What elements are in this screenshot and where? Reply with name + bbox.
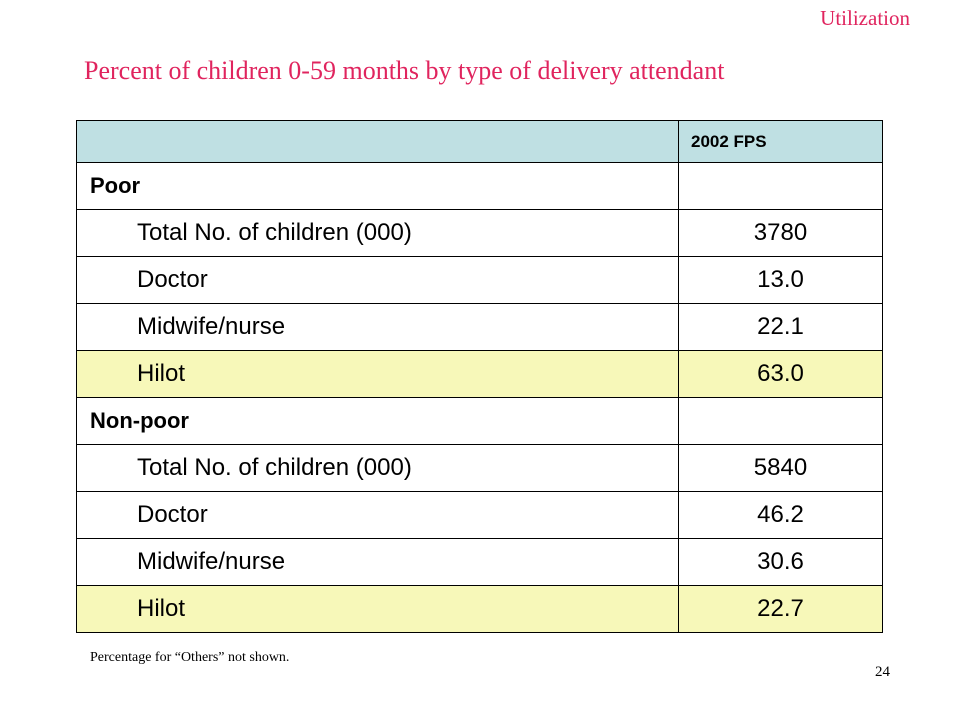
row-value-cell: 22.1 xyxy=(678,303,883,351)
row-value-cell: 3780 xyxy=(678,209,883,257)
table-row: Total No. of children (000) 5840 xyxy=(76,444,883,492)
table-row: Non-poor xyxy=(76,397,883,445)
table-row: Midwife/nurse 22.1 xyxy=(76,303,883,351)
row-label-cell: Doctor xyxy=(76,256,679,304)
row-value-cell: 13.0 xyxy=(678,256,883,304)
table-row: Hilot 63.0 xyxy=(76,350,883,398)
row-value-cell xyxy=(678,397,883,445)
row-value-cell: 5840 xyxy=(678,444,883,492)
row-label-cell: Hilot xyxy=(76,350,679,398)
header-label-cell xyxy=(76,120,679,163)
table-row: Midwife/nurse 30.6 xyxy=(76,538,883,586)
row-label-cell: Total No. of children (000) xyxy=(76,444,679,492)
row-value-cell: 46.2 xyxy=(678,491,883,539)
row-label-cell: Midwife/nurse xyxy=(76,538,679,586)
table-row: Doctor 46.2 xyxy=(76,491,883,539)
header-value-cell: 2002 FPS xyxy=(678,120,883,163)
table-row: Hilot 22.7 xyxy=(76,585,883,633)
table-row: Total No. of children (000) 3780 xyxy=(76,209,883,257)
page-number: 24 xyxy=(875,664,890,680)
data-table: 2002 FPS Poor Total No. of children (000)… xyxy=(76,120,883,633)
table-row: Poor xyxy=(76,162,883,210)
row-label-cell: Total No. of children (000) xyxy=(76,209,679,257)
row-value-cell xyxy=(678,162,883,210)
footnote: Percentage for “Others” not shown. xyxy=(90,650,290,665)
group-label-cell: Non-poor xyxy=(76,397,679,445)
row-value-cell: 30.6 xyxy=(678,538,883,586)
row-label-cell: Hilot xyxy=(76,585,679,633)
section-tag: Utilization xyxy=(820,6,910,30)
slide-title: Percent of children 0-59 months by type … xyxy=(84,56,725,85)
table-row: Doctor 13.0 xyxy=(76,256,883,304)
row-label-cell: Midwife/nurse xyxy=(76,303,679,351)
group-label-cell: Poor xyxy=(76,162,679,210)
row-value-cell: 22.7 xyxy=(678,585,883,633)
table-header-row: 2002 FPS xyxy=(76,120,883,163)
row-label-cell: Doctor xyxy=(76,491,679,539)
row-value-cell: 63.0 xyxy=(678,350,883,398)
